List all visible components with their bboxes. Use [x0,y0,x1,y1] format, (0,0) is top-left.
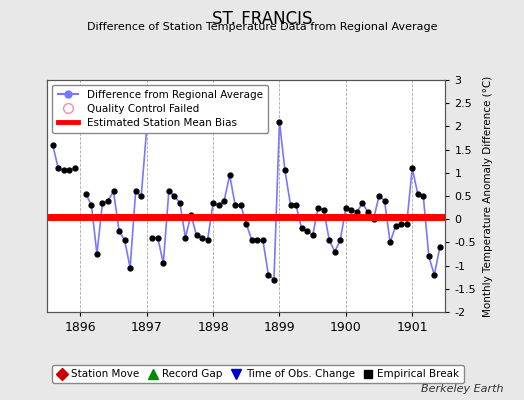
Y-axis label: Monthly Temperature Anomaly Difference (°C): Monthly Temperature Anomaly Difference (… [483,75,493,317]
Text: Difference of Station Temperature Data from Regional Average: Difference of Station Temperature Data f… [87,22,437,32]
Text: Berkeley Earth: Berkeley Earth [421,384,503,394]
Legend: Station Move, Record Gap, Time of Obs. Change, Empirical Break: Station Move, Record Gap, Time of Obs. C… [52,365,464,383]
Text: ST. FRANCIS: ST. FRANCIS [212,10,312,28]
